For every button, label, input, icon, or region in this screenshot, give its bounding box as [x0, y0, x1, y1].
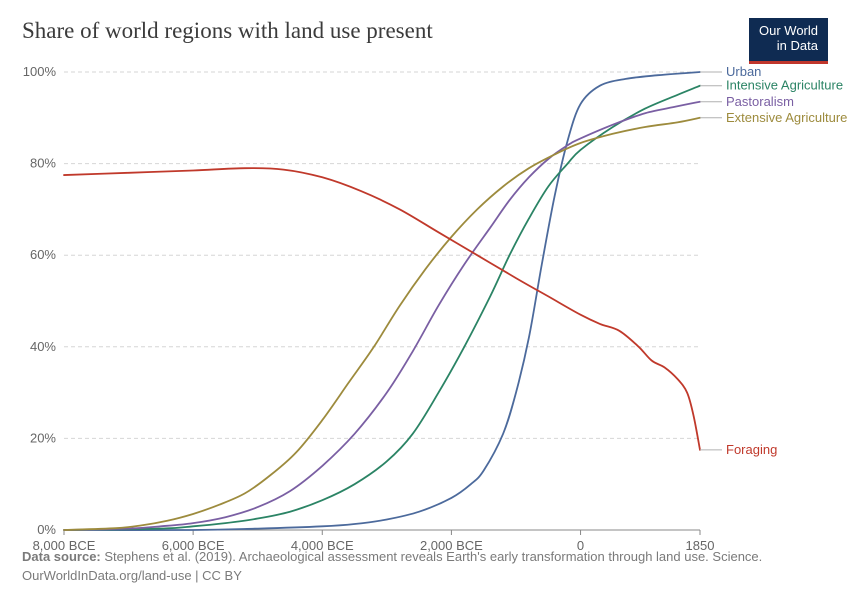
y-tick-label: 100% [23, 64, 57, 79]
footer-citation: Data source: Stephens et al. (2019). Arc… [22, 548, 762, 586]
series-line-extensive-agriculture [64, 118, 700, 530]
series-label-foraging: Foraging [726, 442, 777, 457]
series-line-intensive-agriculture [64, 86, 700, 530]
series-label-pastoralism: Pastoralism [726, 94, 794, 109]
series-label-extensive-agriculture: Extensive Agriculture [726, 110, 847, 125]
series-line-foraging [64, 168, 700, 450]
y-tick-label: 20% [30, 430, 56, 445]
series-line-urban [64, 72, 700, 530]
footer-line2: OurWorldInData.org/land-use | CC BY [22, 567, 762, 586]
source-label: Data source: [22, 549, 101, 564]
y-tick-label: 40% [30, 339, 56, 354]
y-tick-label: 0% [37, 522, 56, 537]
land-use-line-chart: 0%20%40%60%80%100%8,000 BCE6,000 BCE4,00… [0, 0, 850, 600]
y-tick-label: 60% [30, 247, 56, 262]
y-tick-label: 80% [30, 156, 56, 171]
source-text: Stephens et al. (2019). Archaeological a… [104, 549, 762, 564]
series-label-intensive-agriculture: Intensive Agriculture [726, 78, 843, 93]
